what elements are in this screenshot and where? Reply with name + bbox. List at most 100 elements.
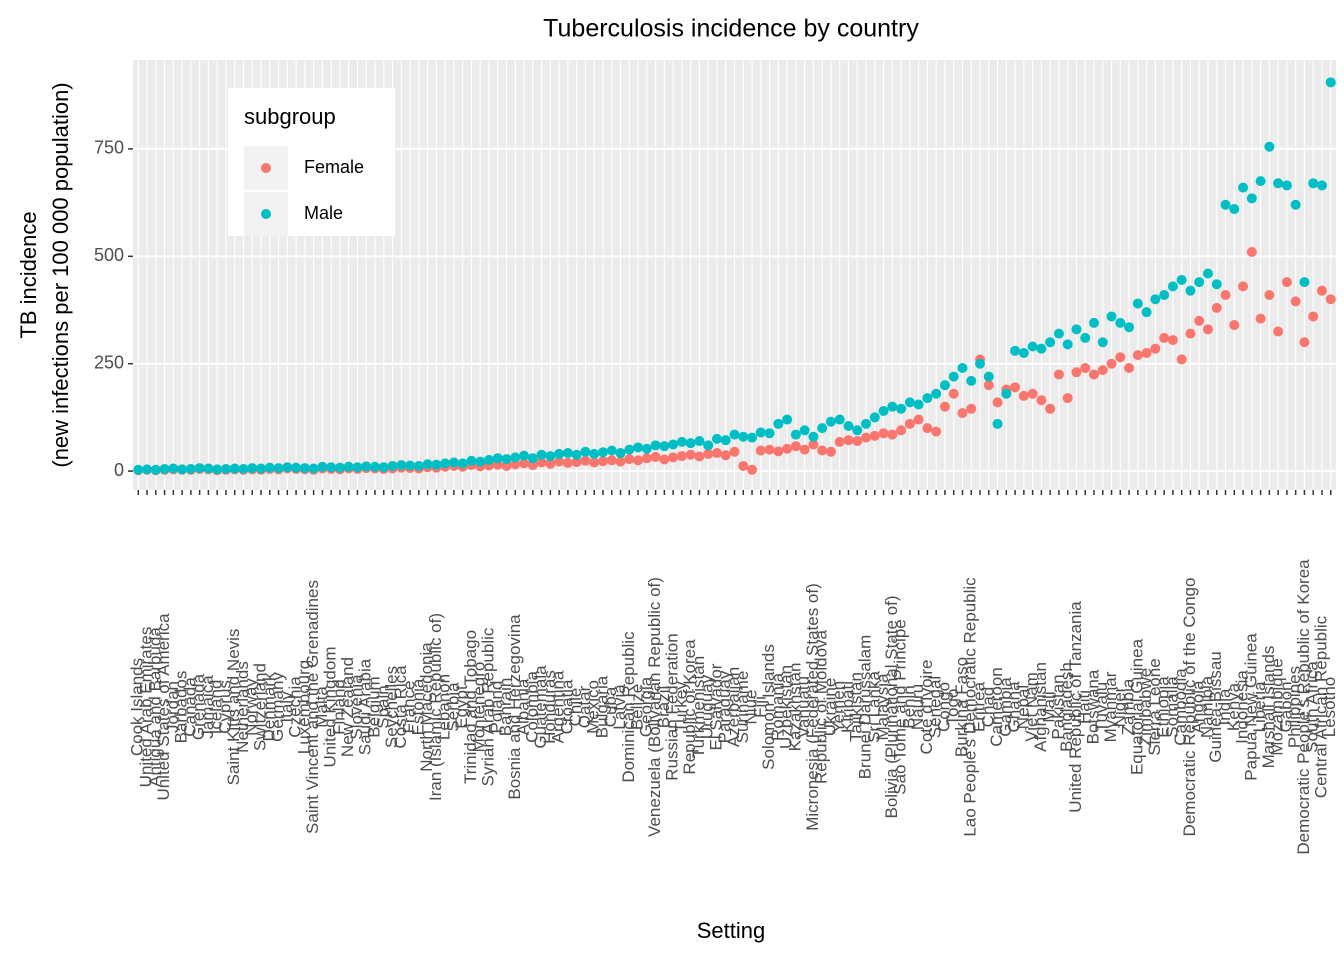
x-tick-label: Brunei Darussalam bbox=[856, 635, 875, 780]
x-tick-label: Georgia bbox=[636, 676, 655, 737]
point bbox=[904, 397, 915, 408]
x-tick-label: Lebanon bbox=[435, 674, 454, 740]
point bbox=[729, 446, 740, 457]
point bbox=[317, 461, 328, 472]
point bbox=[1080, 332, 1091, 343]
x-tick-label: Belgium bbox=[364, 676, 383, 737]
point bbox=[878, 405, 889, 416]
x-tick-label: Turkmenistan bbox=[689, 656, 708, 758]
x-tick-label: Azerbaijan bbox=[724, 667, 743, 747]
point bbox=[1238, 281, 1249, 292]
point bbox=[159, 463, 170, 474]
point bbox=[764, 444, 775, 455]
point bbox=[931, 426, 942, 437]
point bbox=[1053, 369, 1064, 380]
x-tick-label: United States of America bbox=[154, 613, 173, 801]
x-tick-label: Malaysia bbox=[873, 673, 892, 741]
point bbox=[1264, 289, 1275, 300]
point bbox=[825, 446, 836, 457]
x-tick-label: New Zealand bbox=[338, 657, 357, 757]
point bbox=[492, 453, 503, 464]
point bbox=[1194, 315, 1205, 326]
point bbox=[1115, 352, 1126, 363]
x-tick-label: Finland bbox=[329, 679, 348, 735]
point bbox=[747, 432, 758, 443]
x-tick-label: Gabon bbox=[1276, 681, 1295, 732]
point bbox=[1220, 199, 1231, 210]
point bbox=[1097, 337, 1108, 348]
x-tick-label: Romania bbox=[768, 672, 787, 741]
point bbox=[1132, 298, 1143, 309]
point bbox=[1308, 311, 1319, 322]
x-tick-label: Cameroon bbox=[987, 667, 1006, 746]
point bbox=[571, 449, 582, 460]
point bbox=[334, 462, 345, 473]
x-tick-label: United Arab Emirates bbox=[137, 627, 156, 788]
point bbox=[790, 441, 801, 452]
point bbox=[1115, 317, 1126, 328]
x-tick-label: South Africa bbox=[1303, 661, 1322, 753]
point bbox=[177, 464, 188, 475]
point bbox=[220, 463, 231, 474]
x-tick-label: North Macedonia bbox=[417, 642, 436, 772]
legend-label: Male bbox=[304, 203, 343, 223]
point bbox=[475, 456, 486, 467]
point bbox=[843, 420, 854, 431]
point bbox=[1132, 350, 1143, 361]
x-tick-label: Republic of Moldova bbox=[812, 629, 831, 784]
point bbox=[676, 436, 687, 447]
point bbox=[1106, 358, 1117, 369]
x-tick-label: Latvia bbox=[610, 684, 629, 730]
point bbox=[615, 456, 626, 467]
point bbox=[1220, 289, 1231, 300]
point bbox=[273, 463, 284, 474]
x-tick-label: Trinidad and Tobago bbox=[461, 630, 480, 784]
point bbox=[545, 451, 556, 462]
point bbox=[580, 446, 591, 457]
point bbox=[571, 457, 582, 468]
x-tick-label: Niue bbox=[742, 690, 761, 725]
x-tick-label: Mali bbox=[1040, 691, 1059, 722]
point bbox=[685, 449, 696, 460]
point bbox=[1027, 388, 1038, 399]
point bbox=[1281, 180, 1292, 191]
point bbox=[1071, 324, 1082, 335]
x-tick-label: Russian Federation bbox=[663, 633, 682, 780]
x-tick-label: Iran (Islamic Republic of) bbox=[426, 613, 445, 801]
point bbox=[904, 418, 915, 429]
chart-title: Tuberculosis incidence by country bbox=[543, 15, 919, 43]
point bbox=[606, 445, 617, 456]
point bbox=[641, 453, 652, 464]
point bbox=[1018, 390, 1029, 401]
x-tick-label: Central African Republic bbox=[1311, 615, 1330, 798]
x-tick-label: Colombia bbox=[522, 671, 541, 743]
point bbox=[738, 460, 749, 471]
x-tick-label: Tuvalu bbox=[1092, 682, 1111, 732]
x-tick-label: Cyprus bbox=[215, 680, 234, 734]
point bbox=[256, 463, 267, 474]
point bbox=[834, 414, 845, 425]
x-tick-label: Mexico bbox=[584, 680, 603, 734]
point bbox=[203, 463, 214, 474]
x-tick-label: Turkey bbox=[671, 681, 690, 733]
point bbox=[957, 363, 968, 374]
point bbox=[799, 425, 810, 436]
point bbox=[1238, 182, 1249, 193]
point bbox=[527, 453, 538, 464]
point bbox=[1010, 345, 1021, 356]
point bbox=[668, 439, 679, 450]
point bbox=[685, 438, 696, 449]
x-tick-label: Dominican Republic bbox=[619, 631, 638, 783]
x-tick-label: India bbox=[1215, 688, 1234, 725]
x-tick-label: Qatar bbox=[575, 685, 594, 728]
point bbox=[773, 418, 784, 429]
point bbox=[694, 451, 705, 462]
point bbox=[1167, 335, 1178, 346]
point bbox=[150, 464, 161, 475]
x-tick-label: Norway bbox=[242, 678, 261, 736]
point bbox=[291, 462, 302, 473]
point bbox=[282, 462, 293, 473]
point bbox=[948, 388, 959, 399]
x-tick-label: Namibia bbox=[1197, 675, 1216, 738]
x-tick-label: Barbados bbox=[172, 671, 191, 744]
